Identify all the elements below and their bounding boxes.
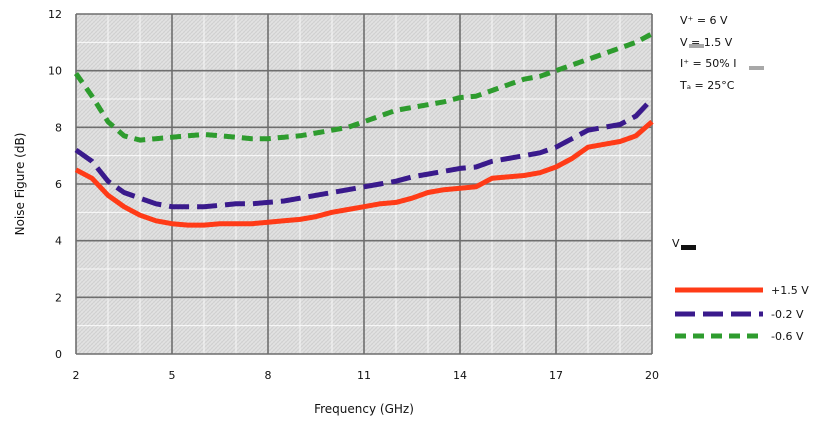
- x-tick-label: 11: [357, 369, 371, 382]
- x-tick-label: 20: [645, 369, 659, 382]
- condition-subscript-bar: [749, 66, 764, 70]
- legend-title: V: [672, 237, 680, 250]
- x-tick-label: 17: [549, 369, 563, 382]
- y-tick-label: 10: [48, 65, 62, 78]
- y-tick-label: 0: [55, 348, 62, 361]
- condition-subscript-bar: [689, 44, 704, 48]
- series-group: [73, 31, 654, 228]
- x-axis-title: Frequency (GHz): [314, 402, 414, 416]
- series-line-3: [73, 31, 654, 143]
- legend-label: +1.5 V: [771, 284, 809, 297]
- x-tick-label: 5: [169, 369, 176, 382]
- y-tick-label: 2: [55, 291, 62, 304]
- legend-title-subscript-bar: [681, 245, 696, 250]
- series-line-2: [74, 97, 654, 210]
- conditions-block: V⁺ = 6 V V = 1.5 V I⁺ = 50% I Tₐ = 25°C: [679, 14, 764, 92]
- y-tick-label: 12: [48, 8, 62, 21]
- y-tick-label: 8: [55, 121, 62, 134]
- x-tick-label: 14: [453, 369, 467, 382]
- y-axis-title: Noise Figure (dB): [13, 133, 27, 236]
- series-line-1: [74, 119, 654, 228]
- x-tick-label: 2: [73, 369, 80, 382]
- condition-vplus: V⁺ = 6 V: [680, 14, 728, 27]
- legend: V +1.5 V -0.2 V -0.6 V: [672, 237, 809, 343]
- condition-current: I⁺ = 50% I: [680, 57, 736, 70]
- y-tick-label: 4: [55, 235, 62, 248]
- gridlines: [75, 13, 653, 355]
- legend-label: -0.6 V: [771, 330, 804, 343]
- legend-label: -0.2 V: [771, 308, 804, 321]
- condition-temp: Tₐ = 25°C: [679, 79, 735, 92]
- condition-vgate: V = 1.5 V: [680, 36, 733, 49]
- legend-items: +1.5 V -0.2 V -0.6 V: [675, 284, 809, 343]
- x-tick-label: 8: [265, 369, 272, 382]
- y-tick-label: 6: [55, 178, 62, 191]
